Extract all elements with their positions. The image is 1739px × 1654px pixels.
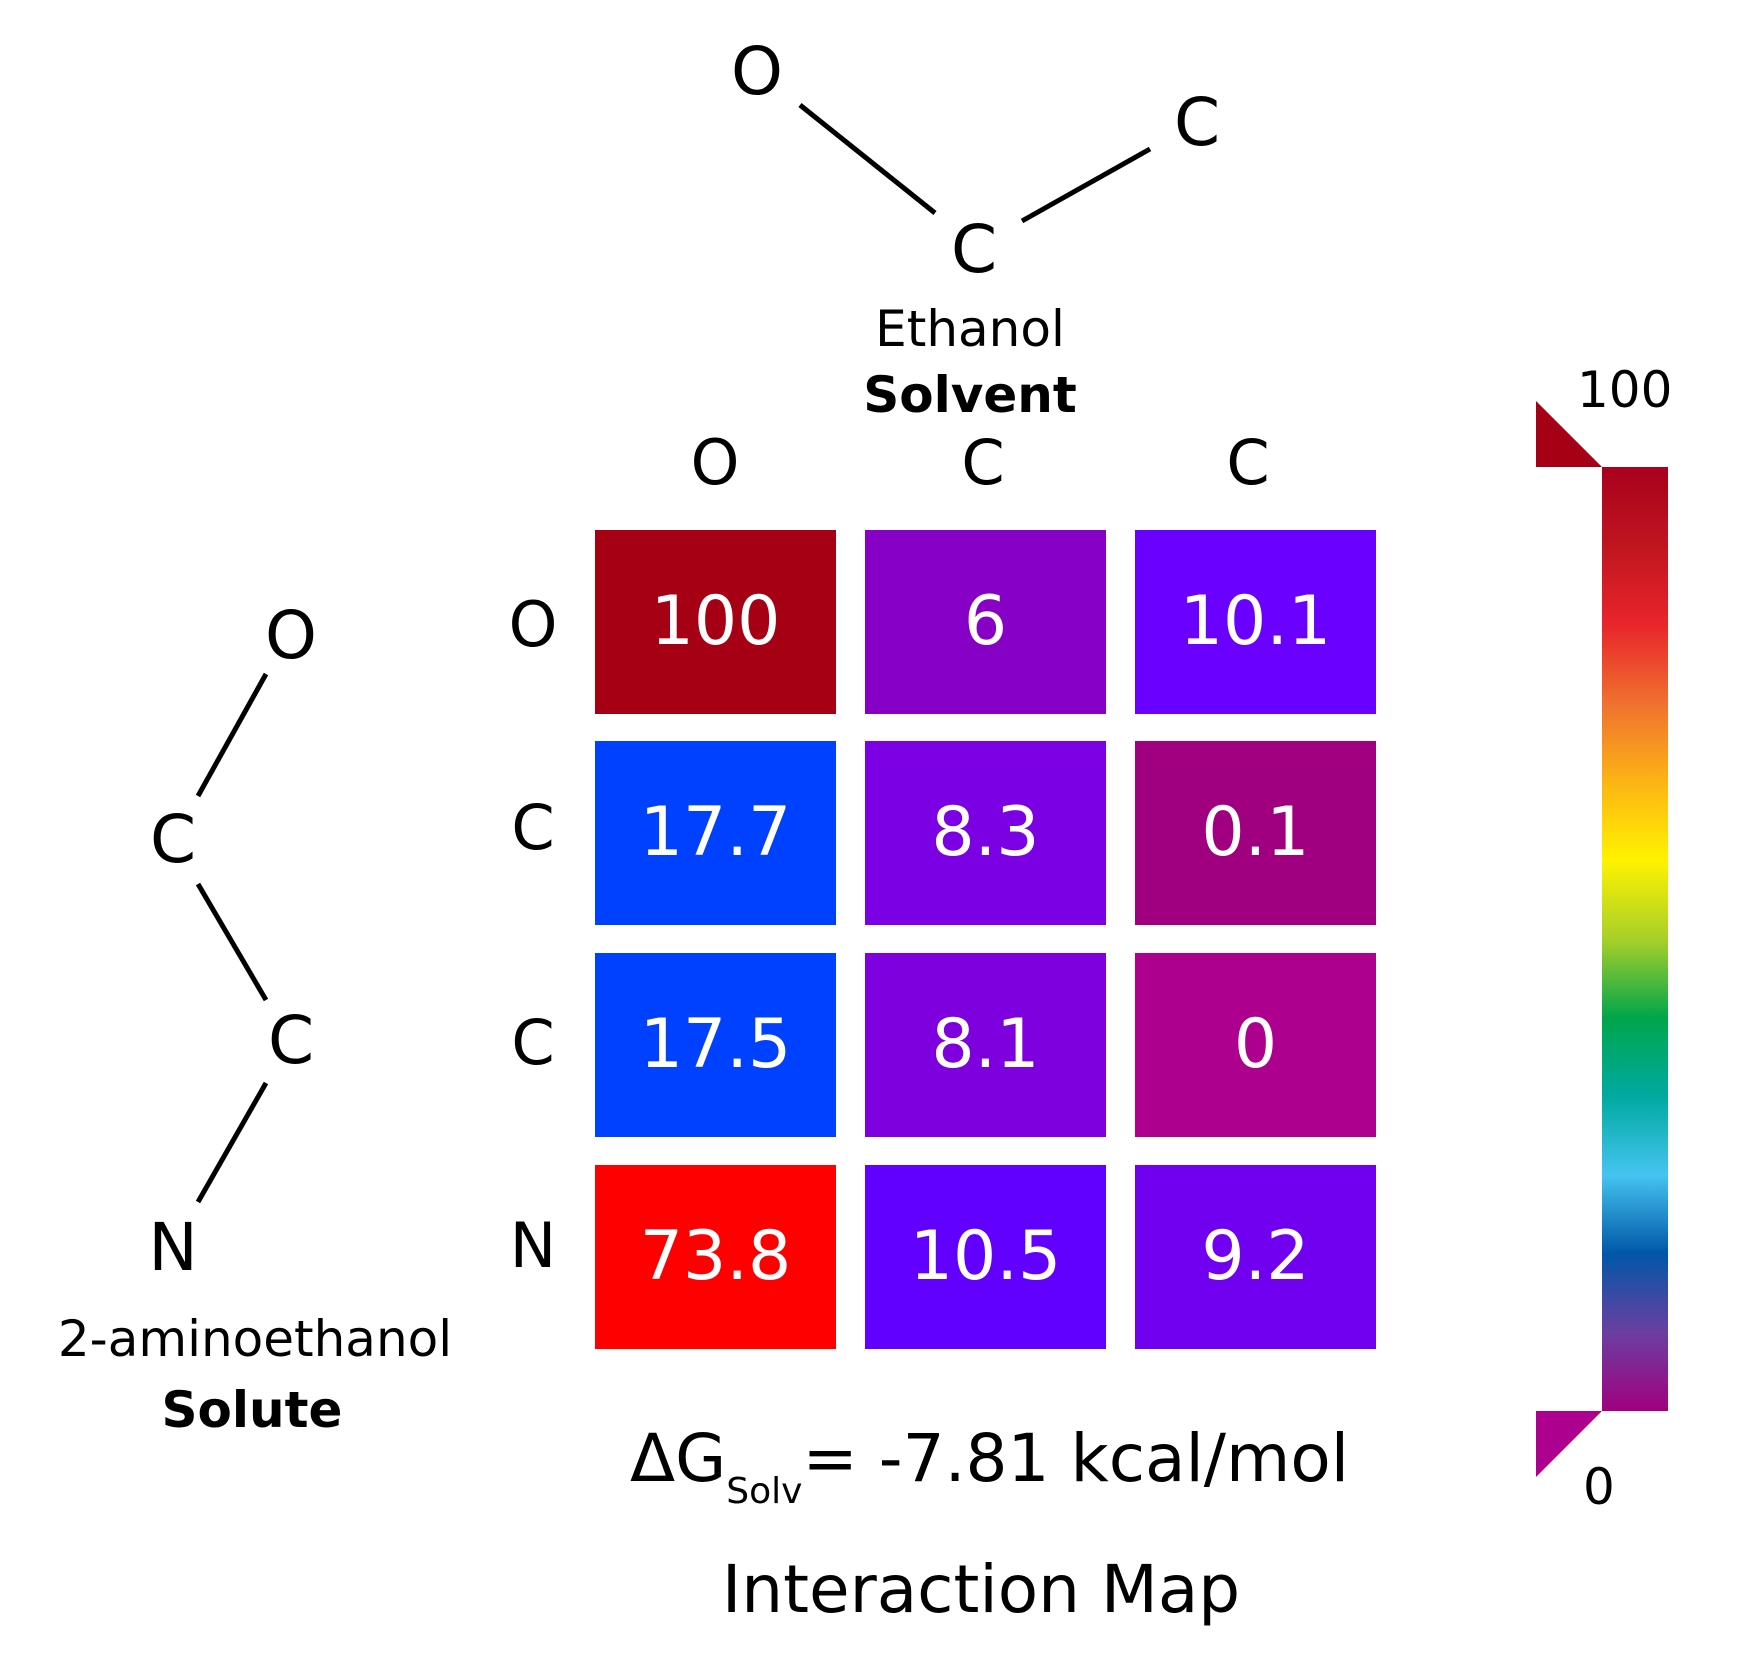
delta-g-subscript: Solv <box>726 1471 803 1512</box>
delta-g-value: = -7.81 kcal/mol <box>802 1420 1350 1497</box>
cell-value-label: 0.1 <box>1201 793 1310 872</box>
row-header: N <box>509 1209 557 1282</box>
cell-value-label: 10.1 <box>1179 582 1332 661</box>
heatmap-cell: 9.2 <box>1135 1165 1376 1349</box>
column-header: C <box>1226 426 1270 499</box>
column-header: C <box>961 426 1005 499</box>
cell-value-label: 6 <box>963 582 1008 661</box>
heatmap-cell: 0.1 <box>1135 741 1376 925</box>
solute-bond-o-c <box>195 672 269 798</box>
heatmap-cell: 17.5 <box>595 953 836 1137</box>
solvent-bond-o-c <box>798 103 937 215</box>
solute-atom-c1: C <box>149 801 197 878</box>
chart-title: Interaction Map <box>721 1551 1241 1628</box>
colorbar-gradient <box>1602 467 1668 1411</box>
cell-value-label: 0 <box>1233 1005 1278 1084</box>
cell-value-label: 100 <box>650 582 781 661</box>
solvent-atom-c1: C <box>950 211 998 288</box>
colorbar-min-label: 0 <box>1583 1458 1615 1516</box>
cell-value-label: 10.5 <box>909 1217 1062 1296</box>
column-header: O <box>690 426 740 499</box>
delta-g-symbol: ΔG <box>630 1420 727 1497</box>
colorbar <box>1536 401 1668 1477</box>
solute-atom-n: N <box>148 1209 198 1286</box>
row-header: O <box>508 588 558 661</box>
cell-value-label: 9.2 <box>1201 1217 1310 1296</box>
heatmap-cell: 0 <box>1135 953 1376 1137</box>
cell-value-label: 17.5 <box>639 1005 792 1084</box>
solvent-bond-c-c <box>1020 146 1152 224</box>
heatmap-cell: 17.7 <box>595 741 836 925</box>
solute-bond-c-n <box>195 1081 269 1204</box>
solute-atom-o: O <box>265 597 317 674</box>
solvation-energy-annotation: ΔGSolv= -7.81 kcal/mol <box>630 1426 1349 1510</box>
heatmap-cell: 10.1 <box>1135 530 1376 714</box>
colorbar-max-label: 100 <box>1577 361 1673 419</box>
colorbar-extend-bottom <box>1536 1411 1602 1477</box>
cell-value-label: 8.1 <box>931 1005 1040 1084</box>
heatmap-cell: 8.1 <box>865 953 1106 1137</box>
heatmap-cell: 73.8 <box>595 1165 836 1349</box>
cell-value-label: 8.3 <box>931 793 1040 872</box>
solvent-role: Solvent <box>863 366 1077 424</box>
heatmap-cell: 6 <box>865 530 1106 714</box>
solute-role: Solute <box>161 1381 343 1439</box>
solvent-atom-c2: C <box>1173 84 1221 161</box>
row-header: C <box>511 791 555 864</box>
heatmap-cell: 10.5 <box>865 1165 1106 1349</box>
solute-atom-c2: C <box>267 1002 315 1079</box>
solvent-name: Ethanol <box>875 300 1065 358</box>
row-header: C <box>511 1006 555 1079</box>
solute-bond-c-c <box>195 882 269 1002</box>
colorbar-extend-top <box>1536 401 1602 467</box>
heatmap-cell: 8.3 <box>865 741 1106 925</box>
heatmap-cell: 100 <box>595 530 836 714</box>
solute-name: 2-aminoethanol <box>57 1310 453 1368</box>
cell-value-label: 73.8 <box>639 1217 792 1296</box>
cell-value-label: 17.7 <box>639 793 792 872</box>
solvent-atom-o: O <box>731 33 783 110</box>
